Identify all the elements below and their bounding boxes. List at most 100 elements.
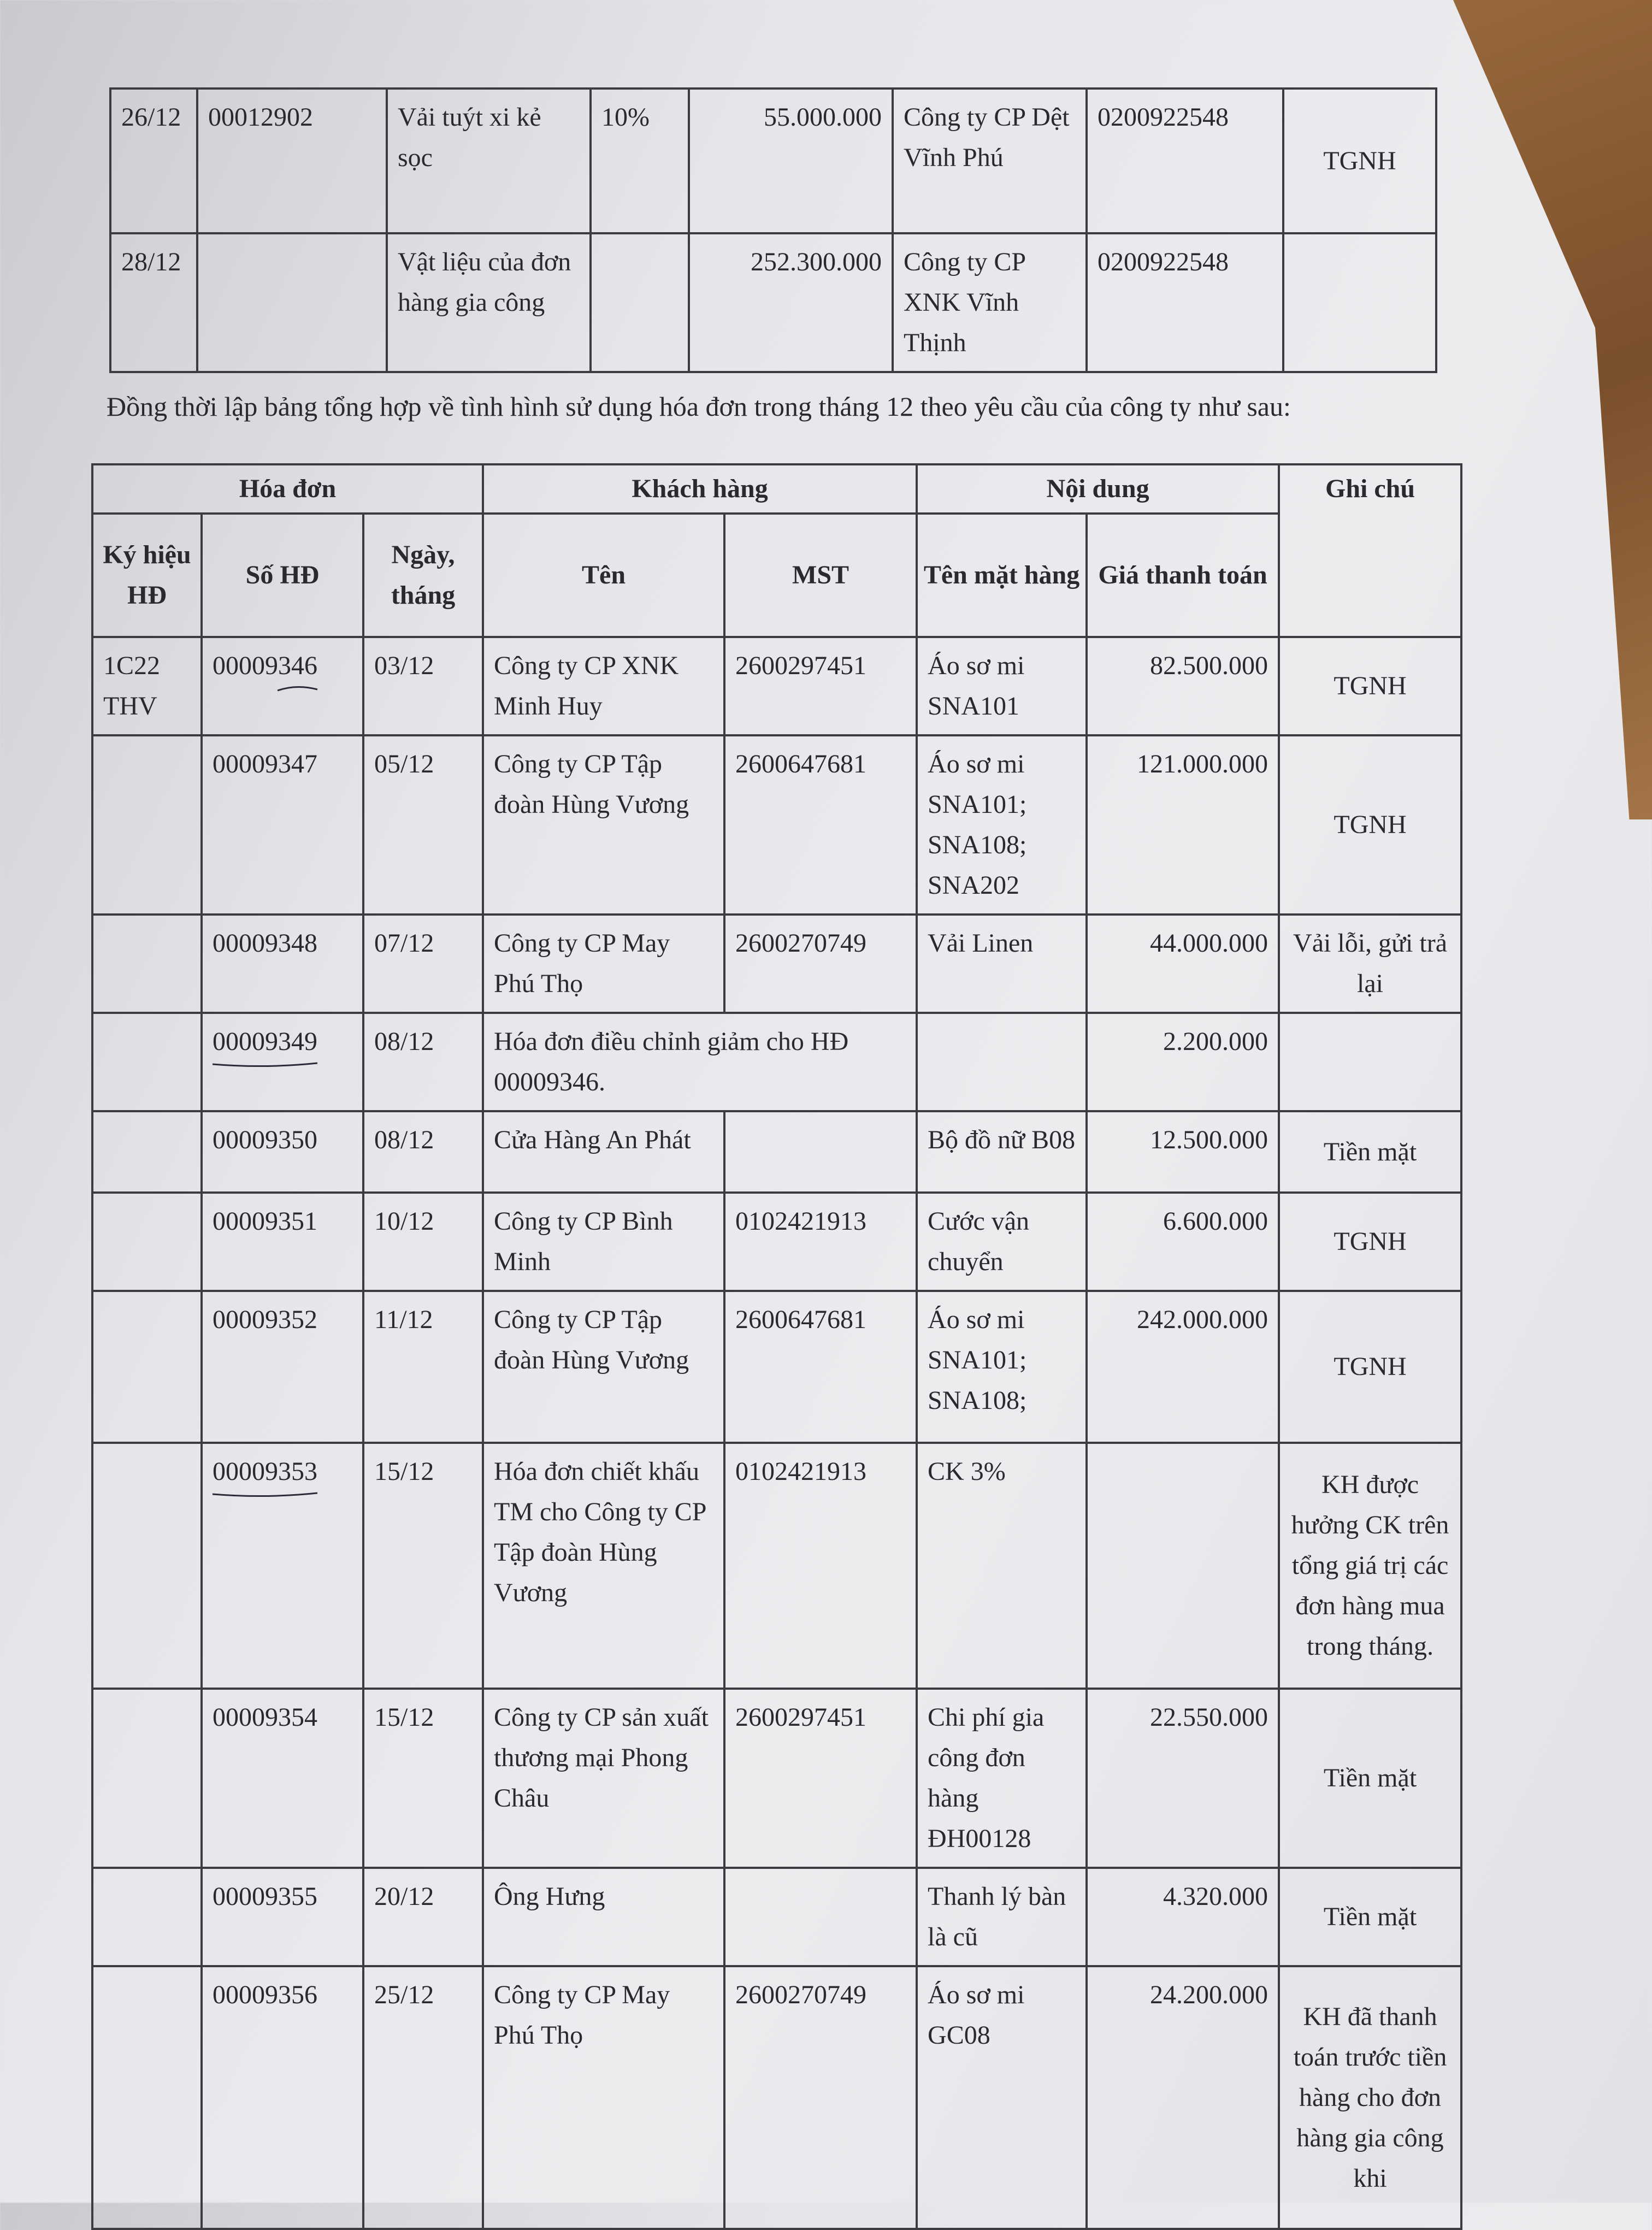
price-cell: 44.000.000 (1085, 913, 1281, 1014)
invoice-number-cell: 00009348 (200, 913, 364, 1014)
item-cell: Áo sơ mi GC08 (916, 1965, 1088, 2230)
symbol-cell (91, 1965, 203, 2230)
vat-cell: 10% (589, 87, 690, 234)
price-cell: 24.200.000 (1085, 1965, 1281, 2230)
invoice-number-text: 00009349 (213, 1027, 317, 1056)
invoice-summary-table: Hóa đơn Khách hàng Nội dung Ghi chú Ký h… (91, 463, 1463, 2230)
table-row: 1C22 THV 00009346 03/12 Công ty CP XNK Minh… (91, 636, 1463, 736)
price-cell: 82.500.000 (1085, 636, 1281, 736)
mst-cell (723, 1110, 918, 1194)
date-cell: 26/12 (109, 87, 198, 234)
invoice-number-cell: 00009352 (200, 1290, 364, 1444)
table-row: 26/12 00012902 Vải tuýt xi kẻ sọc 10% 55… (109, 87, 1437, 234)
table-row: 00009349 08/12 Hóa đơn điều chỉnh giảm cho… (91, 1012, 1463, 1112)
date-cell: 15/12 (362, 1442, 485, 1690)
invoice-number-cell: 00009356 (200, 1965, 364, 2230)
symbol-cell: 1C22 THV (91, 636, 203, 736)
intro-sentence: Đồng thời lập bảng tổng hợp về tình hình… (107, 391, 1291, 422)
note-cell: TGNH (1282, 87, 1437, 234)
customer-name-cell: Công ty CP Tập đoàn Hùng Vương (482, 1290, 726, 1444)
note-cell: TGNH (1278, 1191, 1463, 1292)
mst-cell: 0102421913 (723, 1191, 918, 1292)
customer-name-cell: Công ty CP May Phú Thọ (482, 913, 726, 1014)
item-cell: Vật liệu của đơn hàng gia công (386, 232, 592, 373)
amount-cell: 252.300.000 (688, 232, 894, 373)
mst-cell: 2600270749 (723, 1965, 918, 2230)
group-header-row: Hóa đơn Khách hàng Nội dung Ghi chú (91, 463, 1463, 638)
date-cell: 11/12 (362, 1290, 485, 1444)
buyer-cell: Công ty CP Dệt Vĩnh Phú (892, 87, 1088, 234)
date-cell: 08/12 (362, 1012, 485, 1112)
group-header-content: Nội dung (916, 463, 1281, 515)
item-cell: Vải Linen (916, 913, 1088, 1014)
customer-name-cell: Hóa đơn điều chỉnh giảm cho HĐ 00009346. (482, 1012, 918, 1112)
mst-cell: 0102421913 (723, 1442, 918, 1690)
group-header-note: Ghi chú (1278, 463, 1463, 638)
date-cell: 08/12 (362, 1110, 485, 1194)
amount-cell: 55.000.000 (688, 87, 894, 234)
item-cell: Vải tuýt xi kẻ sọc (386, 87, 592, 234)
mst-cell: 2600647681 (723, 1290, 918, 1444)
customer-name-cell: Công ty CP XNK Minh Huy (482, 636, 726, 736)
invoice-number-cell: 00009349 (200, 1012, 364, 1112)
note-cell (1278, 1012, 1463, 1112)
group-header-customer: Khách hàng (482, 463, 918, 515)
invoice-number-cell: 00009346 (200, 636, 364, 736)
item-cell: Chi phí gia công đơn hàng ĐH00128 (916, 1688, 1088, 1869)
customer-name-cell: Cửa Hàng An Phát (482, 1110, 726, 1194)
table-row: 00009354 15/12 Công ty CP sản xuất thương … (91, 1688, 1463, 1869)
symbol-cell (91, 1688, 203, 1869)
item-cell: Áo sơ mi SNA101; SNA108; (916, 1290, 1088, 1444)
date-cell: 05/12 (362, 734, 485, 916)
invoice-number-cell: 00009347 (200, 734, 364, 916)
note-cell: Tiền mặt (1278, 1688, 1463, 1869)
price-cell: 6.600.000 (1085, 1191, 1281, 1292)
item-cell: Áo sơ mi SNA101 (916, 636, 1088, 736)
invoice-number-cell: 00009355 (200, 1867, 364, 1967)
mst-cell: 2600297451 (723, 636, 918, 736)
tax-code-cell: 0200922548 (1085, 87, 1284, 234)
item-cell: Áo sơ mi SNA101; SNA108; SNA202 (916, 734, 1088, 916)
invoice-number-cell: 00009353 (200, 1442, 364, 1690)
price-cell: 242.000.000 (1085, 1290, 1281, 1444)
note-cell: KH đã thanh toán trước tiền hàng cho đơn… (1278, 1965, 1463, 2230)
date-cell: 25/12 (362, 1965, 485, 2230)
price-cell: 12.500.000 (1085, 1110, 1281, 1194)
table-row: 00009350 08/12 Cửa Hàng An Phát Bộ đồ nữ B0… (91, 1110, 1463, 1194)
item-cell: Bộ đồ nữ B08 (916, 1110, 1088, 1194)
header-name: Tên (482, 512, 726, 638)
item-cell: Thanh lý bàn là cũ (916, 1867, 1088, 1967)
symbol-cell (91, 734, 203, 916)
date-cell: 07/12 (362, 913, 485, 1014)
symbol-cell (91, 1290, 203, 1444)
note-cell: TGNH (1278, 734, 1463, 916)
buyer-cell: Công ty CP XNK Vĩnh Thịnh (892, 232, 1088, 373)
date-cell: 20/12 (362, 1867, 485, 1967)
mst-cell (723, 1867, 918, 1967)
customer-name-cell: Công ty CP Bình Minh (482, 1191, 726, 1292)
header-price: Giá thanh toán (1085, 512, 1281, 638)
symbol-cell (91, 913, 203, 1014)
mst-cell: 2600297451 (723, 1688, 918, 1869)
date-cell: 03/12 (362, 636, 485, 736)
header-date: Ngày, tháng (362, 512, 485, 638)
table-row: 00009356 25/12 Công ty CP May Phú Thọ 26002… (91, 1965, 1463, 2230)
handwritten-underline-mark: 00009353 (213, 1452, 317, 1492)
price-cell: 22.550.000 (1085, 1688, 1281, 1869)
symbol-cell (91, 1012, 203, 1112)
customer-name-cell: Ông Hưng (482, 1867, 726, 1967)
invoice-number-cell: 00009354 (200, 1688, 364, 1869)
table-row: 00009347 05/12 Công ty CP Tập đoàn Hùng Vư… (91, 734, 1463, 916)
symbol-cell (91, 1191, 203, 1292)
header-number: Số HĐ (200, 512, 364, 638)
note-cell: Tiền mặt (1278, 1867, 1463, 1967)
note-cell: TGNH (1278, 636, 1463, 736)
tax-code-cell: 0200922548 (1085, 232, 1284, 373)
table-row: 00009353 15/12 Hóa đơn chiết khấu TM cho C… (91, 1442, 1463, 1690)
item-cell: Cước vận chuyển (916, 1191, 1088, 1292)
symbol-cell (91, 1110, 203, 1194)
date-cell: 28/12 (109, 232, 198, 373)
top-invoice-table: 26/12 00012902 Vải tuýt xi kẻ sọc 10% 55… (109, 87, 1437, 373)
invoice-number-cell: 00009351 (200, 1191, 364, 1292)
vat-cell (589, 232, 690, 373)
